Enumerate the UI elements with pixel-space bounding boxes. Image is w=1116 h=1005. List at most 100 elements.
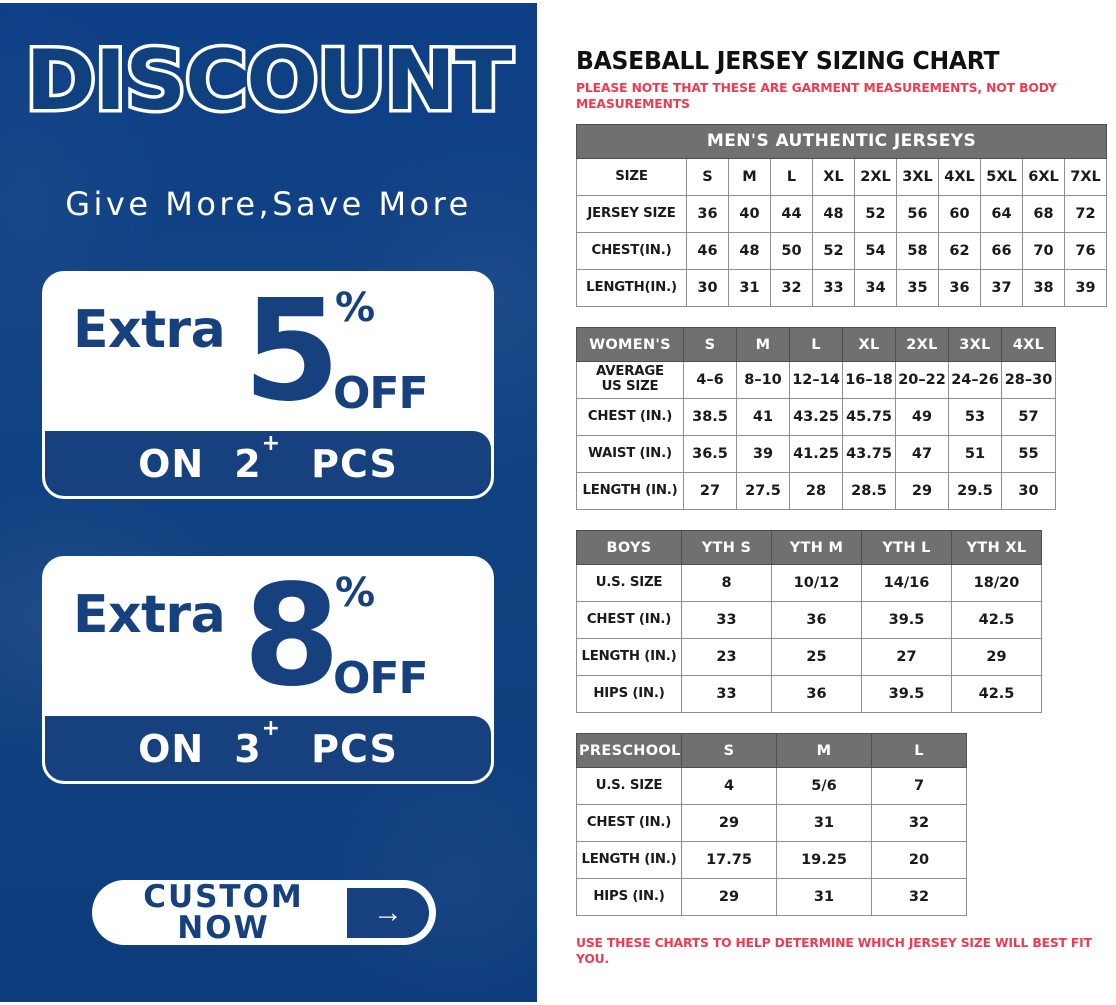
preschool-cell: 32: [871, 878, 967, 917]
mens-cell: 33: [812, 269, 855, 308]
womens-col-1: M: [736, 327, 790, 363]
womens-col-3: XL: [842, 327, 896, 363]
womens-col-5: 3XL: [948, 327, 1002, 363]
mens-cell: 38: [1022, 269, 1065, 308]
mens-cell: 56: [896, 195, 939, 234]
percent-sign-icon: %: [335, 285, 376, 331]
mens-col-2: L: [770, 158, 813, 197]
boys-cell: 33: [681, 675, 772, 714]
preschool-cell: 20: [871, 841, 967, 880]
sizing-chart-panel: BASEBALL JERSEY SIZING CHART PLEASE NOTE…: [537, 0, 1116, 1005]
womens-cell: 53: [948, 398, 1002, 437]
boys-cell: 18/20: [951, 564, 1042, 603]
deal-qty-value: 3: [234, 726, 262, 771]
deal-qty-plus: +: [261, 715, 282, 741]
arrow-right-icon: →: [347, 887, 429, 938]
table-row: CHEST (IN.) 29 31 32: [576, 804, 967, 843]
womens-col-0: S: [683, 327, 737, 363]
boys-col-2: YTH L: [861, 530, 952, 566]
preschool-col-1: M: [776, 733, 872, 769]
mens-cell: 58: [896, 232, 939, 271]
table-row: U.S. SIZE 8 10/12 14/16 18/20: [576, 564, 1042, 603]
womens-col-2: L: [789, 327, 843, 363]
womens-cell: 24–26: [948, 361, 1002, 400]
mens-col-8: 6XL: [1022, 158, 1065, 197]
mens-col-3: XL: [812, 158, 855, 197]
boys-row-label-3: HIPS (IN.): [576, 675, 682, 714]
table-row: CHEST (IN.) 33 36 39.5 42.5: [576, 601, 1042, 640]
boys-sizing-table: BOYS YTH S YTH M YTH L YTH XL U.S. SIZE …: [576, 530, 1042, 714]
womens-sizing-table: WOMEN'S S M L XL 2XL 3XL 4XL AVERAGE US …: [576, 327, 1056, 511]
boys-cell: 42.5: [951, 675, 1042, 714]
deal-card-top: Extra 8 % OFF: [45, 559, 491, 716]
boys-row-label-2: LENGTH (IN.): [576, 638, 682, 677]
womens-cell: 45.75: [842, 398, 896, 437]
deal-card-8-percent[interactable]: Extra 8 % OFF ON 3+ PCS: [42, 556, 494, 784]
deal-extra-label: Extra: [73, 300, 226, 360]
mens-cell: 46: [686, 232, 729, 271]
mens-cell: 50: [770, 232, 813, 271]
preschool-cell: 29: [681, 804, 777, 843]
womens-corner-label: WOMEN'S: [576, 327, 684, 363]
table-row-banner: MEN'S AUTHENTIC JERSEYS: [575, 124, 1108, 160]
preschool-cell: 31: [776, 878, 872, 917]
boys-cell: 39.5: [861, 601, 952, 640]
mens-cell: 62: [938, 232, 981, 271]
mens-row-label-0: JERSEY SIZE: [576, 195, 687, 234]
table-row-header: PRESCHOOL S M L: [576, 733, 967, 769]
table-row: WAIST (IN.) 36.5 39 41.25 43.75 47 51 55: [576, 435, 1056, 474]
mens-cell: 76: [1063, 232, 1108, 271]
preschool-row-label-2: LENGTH (IN.): [576, 841, 682, 880]
mens-cell: 48: [728, 232, 771, 271]
deal-pcs-label: PCS: [311, 726, 398, 771]
deal-qty-plus: +: [261, 430, 282, 456]
preschool-sizing-table: PRESCHOOL S M L U.S. SIZE 4 5/6 7 CHEST …: [576, 733, 967, 917]
mens-cell: 52: [854, 195, 897, 234]
deal-condition-bar: ON 3+ PCS: [45, 716, 491, 781]
preschool-corner-label: PRESCHOOL: [576, 733, 682, 769]
boys-table-body: BOYS YTH S YTH M YTH L YTH XL U.S. SIZE …: [576, 530, 1042, 714]
boys-cell: 29: [951, 638, 1042, 677]
table-row: U.S. SIZE 4 5/6 7: [576, 767, 967, 806]
mens-table-body: MEN'S AUTHENTIC JERSEYS SIZE S M L XL 2X…: [575, 124, 1108, 308]
deal-percent-number: 5: [243, 271, 340, 433]
deal-card-5-percent[interactable]: Extra 5 % OFF ON 2+ PCS: [42, 271, 494, 499]
womens-cell: 41: [736, 398, 790, 437]
mens-col-5: 3XL: [896, 158, 939, 197]
womens-row-label-0: AVERAGE US SIZE: [576, 361, 684, 400]
preschool-col-0: S: [681, 733, 777, 769]
mens-cell: 36: [686, 195, 729, 234]
deal-extra-label: Extra: [73, 585, 226, 645]
mens-col-1: M: [728, 158, 771, 197]
boys-cell: 10/12: [771, 564, 862, 603]
womens-cell: 30: [1001, 472, 1056, 511]
deal-qty: 3+: [234, 717, 281, 771]
boys-corner-label: BOYS: [576, 530, 682, 566]
womens-cell: 16–18: [842, 361, 896, 400]
table-row: HIPS (IN.) 33 36 39.5 42.5: [576, 675, 1042, 714]
womens-cell: 27: [683, 472, 737, 511]
womens-cell: 28.5: [842, 472, 896, 511]
table-row: LENGTH (IN.) 23 25 27 29: [576, 638, 1042, 677]
womens-col-4: 2XL: [895, 327, 949, 363]
chart-title: BASEBALL JERSEY SIZING CHART: [576, 46, 1000, 75]
mens-cell: 52: [812, 232, 855, 271]
preschool-row-label-1: CHEST (IN.): [576, 804, 682, 843]
deal-qty-value: 2: [234, 441, 262, 486]
deal-qty: 2+: [234, 432, 281, 486]
custom-now-button[interactable]: CUSTOM NOW →: [92, 880, 436, 945]
boys-row-label-0: U.S. SIZE: [576, 564, 682, 603]
promo-panel: DISCOUNT Give More,Save More Extra 5 % O…: [0, 3, 537, 1002]
boys-cell: 33: [681, 601, 772, 640]
boys-row-label-1: CHEST (IN.): [576, 601, 682, 640]
table-row: LENGTH(IN.) 30 31 32 33 34 35 36 37 38 3…: [576, 269, 1108, 308]
table-row-header: WOMEN'S S M L XL 2XL 3XL 4XL: [576, 327, 1056, 363]
mens-col-4: 2XL: [854, 158, 897, 197]
mens-cell: 68: [1022, 195, 1065, 234]
womens-cell: 39: [736, 435, 790, 474]
chart-note: PLEASE NOTE THAT THESE ARE GARMENT MEASU…: [576, 81, 1057, 112]
boys-col-3: YTH XL: [951, 530, 1042, 566]
table-row: AVERAGE US SIZE 4–6 8–10 12–14 16–18 20–…: [576, 361, 1056, 400]
table-row: CHEST(IN.) 46 48 50 52 54 58 62 66 70 76: [576, 232, 1108, 271]
boys-cell: 36: [771, 601, 862, 640]
